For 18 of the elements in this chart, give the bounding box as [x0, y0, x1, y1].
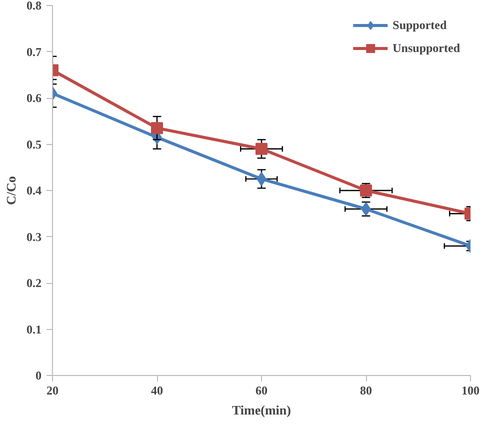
legend-label: Unsupported [392, 40, 460, 56]
x-tick-label: 20 [46, 384, 58, 398]
y-tick-label: 0.5 [26, 137, 42, 152]
y-tick-label: 0.6 [26, 91, 42, 105]
y-tick-label: 0 [36, 368, 42, 382]
x-tick-label: 100 [462, 384, 480, 398]
x-tick-label: 60 [256, 384, 268, 398]
legend-label: Supported [392, 18, 447, 32]
y-tick-label: 0.8 [26, 0, 42, 12]
x-axis-title: Time(min) [232, 402, 291, 418]
y-tick-label: 0.7 [26, 44, 42, 59]
y-tick-label: 0.3 [26, 230, 42, 244]
x-tick-label: 40 [151, 384, 163, 398]
y-tick-label: 0.2 [26, 276, 42, 290]
y-tick-label: 0.1 [26, 322, 42, 336]
y-axis-title: C/Co [4, 176, 18, 205]
y-tick-label: 0.4 [26, 184, 42, 198]
x-tick-label: 80 [360, 384, 372, 398]
